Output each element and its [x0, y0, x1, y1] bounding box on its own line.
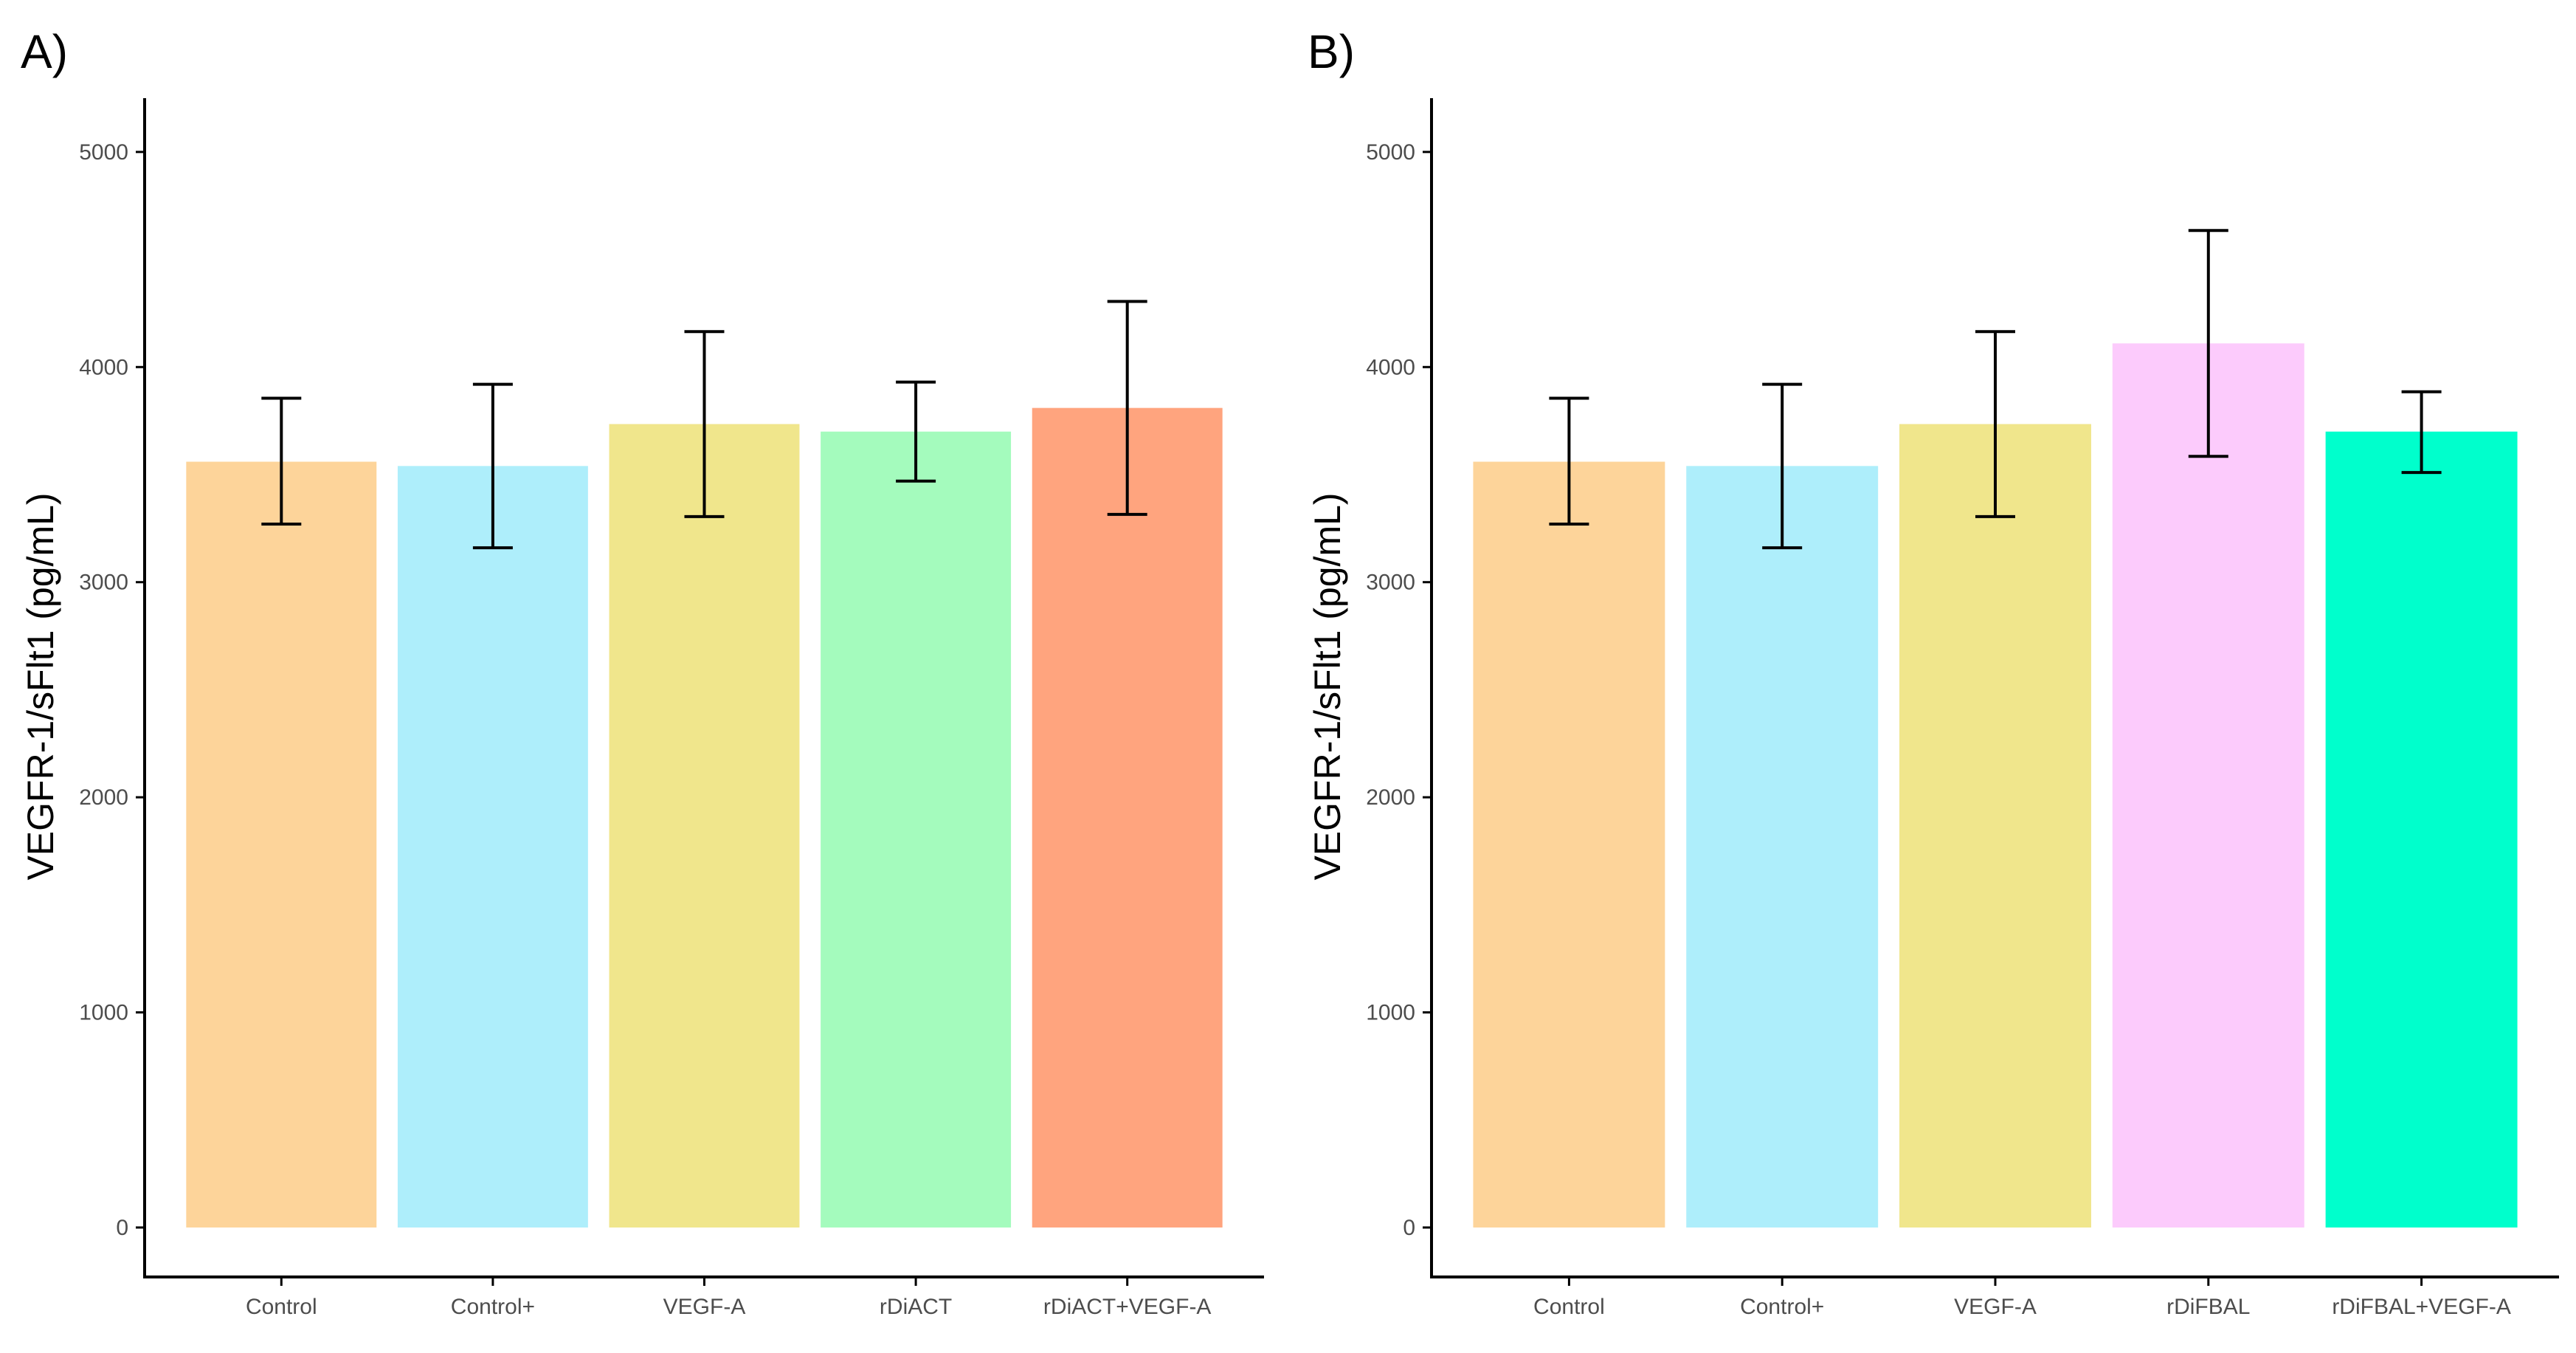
error-bars — [1549, 229, 2442, 550]
y-tick-label: 1000 — [79, 1001, 128, 1025]
bar-control — [186, 461, 377, 1228]
error-bars — [261, 300, 1147, 550]
bar-control — [1473, 461, 1665, 1228]
y-ticks: 0 1000 2000 3000 4000 5000 — [79, 140, 145, 1240]
y-tick-label: 4000 — [79, 355, 128, 379]
y-tick-label: 3000 — [79, 571, 128, 595]
bar-rdiact-vegf-a — [1032, 407, 1223, 1228]
x-tick-label: rDiFBAL+VEGF-A — [2332, 1295, 2511, 1319]
y-tick-label: 4000 — [1366, 355, 1415, 379]
y-tick-label: 5000 — [1366, 140, 1415, 165]
bar-rdiact — [821, 431, 1012, 1228]
panel-b: B) VEGFR-1/sFlt1 (pg/mL) 0 1000 2000 3000 40… — [1307, 25, 2559, 1319]
y-ticks: 0 1000 2000 3000 4000 5000 — [1366, 140, 1432, 1240]
x-tick-labels: Control Control+ VEGF-A rDiACT rDiACT+VEGF-A — [246, 1277, 1212, 1319]
x-tick-label: VEGF-A — [663, 1295, 746, 1319]
bars — [1473, 343, 2518, 1228]
x-tick-label: VEGF-A — [1954, 1295, 2037, 1319]
y-tick-label: 0 — [1403, 1216, 1415, 1240]
x-tick-label: rDiFBAL — [2166, 1295, 2250, 1319]
panel-label: B) — [1308, 25, 1355, 78]
bars — [186, 407, 1223, 1228]
y-axis-title: VEGFR-1/sFlt1 (pg/mL) — [20, 492, 61, 880]
x-tick-label: rDiACT — [880, 1295, 952, 1319]
x-tick-label: Control — [246, 1295, 317, 1319]
x-tick-label: Control+ — [451, 1295, 535, 1319]
bar-vegf-a — [1899, 424, 2091, 1228]
y-axis-title: VEGFR-1/sFlt1 (pg/mL) — [1307, 492, 1348, 880]
bar-control- — [1686, 466, 1879, 1228]
panel-a: A) VEGFR-1/sFlt1 (pg/mL) 0 1000 2000 3000 40… — [20, 25, 1264, 1319]
bar-control- — [397, 466, 588, 1228]
y-tick-label: 3000 — [1366, 571, 1415, 595]
x-tick-label: rDiACT+VEGF-A — [1043, 1295, 1212, 1319]
y-tick-label: 5000 — [79, 140, 128, 165]
x-tick-labels: Control Control+ VEGF-A rDiFBAL rDiFBAL+VEGF… — [1533, 1277, 2511, 1319]
y-tick-label: 2000 — [1366, 785, 1415, 810]
x-tick-label: Control+ — [1740, 1295, 1824, 1319]
y-tick-label: 1000 — [1366, 1001, 1415, 1025]
x-tick-label: Control — [1533, 1295, 1605, 1319]
bar-rdifbal — [2112, 343, 2304, 1228]
bar-vegf-a — [609, 424, 800, 1228]
bar-rdifbal-vegf-a — [2325, 431, 2518, 1228]
panel-label: A) — [21, 25, 68, 78]
y-tick-label: 2000 — [79, 785, 128, 810]
y-tick-label: 0 — [116, 1216, 128, 1240]
